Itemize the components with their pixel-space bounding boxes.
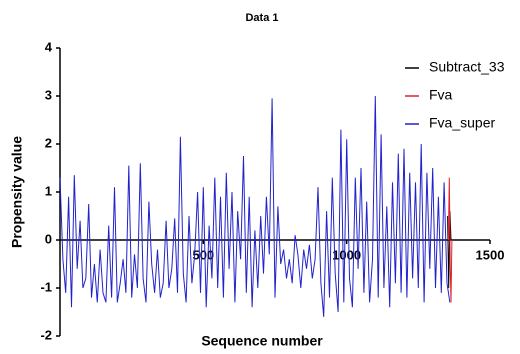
y-tick-label: 4 — [45, 39, 53, 54]
line-series — [59, 95, 451, 317]
y-tick-label: -1 — [40, 279, 52, 294]
x-tick-label: 1000 — [332, 247, 361, 262]
chart-title: Data 1 — [245, 12, 278, 24]
y-tick-label: 3 — [45, 87, 52, 102]
y-tick-label: 1 — [45, 183, 52, 198]
x-tick-label: 500 — [192, 247, 214, 262]
y-tick-label: 0 — [45, 231, 52, 246]
line-series — [447, 211, 452, 289]
legend-label: Fva — [429, 87, 453, 103]
legend-label: Subtract_33 — [429, 59, 505, 75]
x-tick-label: 1500 — [476, 247, 505, 262]
line-series — [447, 177, 453, 303]
legend-label: Fva_super — [429, 115, 495, 131]
y-axis-label: Propensity value — [9, 136, 25, 248]
y-tick-label: 2 — [45, 135, 52, 150]
x-axis-label: Sequence number — [201, 333, 323, 349]
y-tick-label: -2 — [40, 327, 52, 342]
